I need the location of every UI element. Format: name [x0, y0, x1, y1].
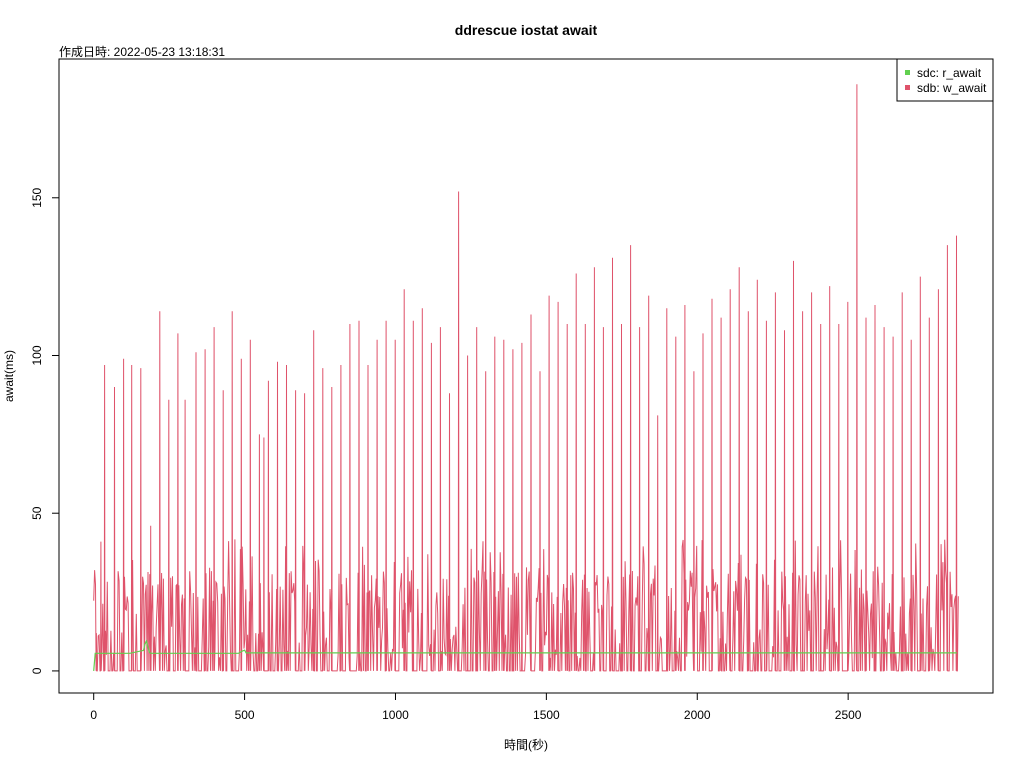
x-axis-label: 時間(秒) [504, 738, 548, 752]
y-tick-label: 100 [30, 345, 44, 365]
chart-subtitle: 作成日時: 2022-05-23 13:18:31 [59, 45, 225, 59]
x-tick-label: 1500 [533, 708, 560, 722]
series-sdc-r_await-line [93, 639, 957, 671]
x-tick-label: 1000 [382, 708, 409, 722]
legend-box [896, 58, 994, 102]
y-axis-label: await(ms) [2, 350, 16, 402]
legend-label-sdb: sdb: w_await [917, 81, 987, 95]
legend-swatch-sdb [905, 85, 910, 90]
y-tick-label: 0 [30, 667, 44, 674]
series-sdb-w_await-line [93, 84, 959, 672]
x-tick-label: 2000 [684, 708, 711, 722]
y-axis: 0 50 100 150 [30, 187, 60, 674]
legend-label-sdc: sdc: r_await [917, 66, 982, 80]
x-axis: 0 500 1000 1500 2000 2500 [90, 692, 862, 722]
x-tick-label: 2500 [835, 708, 862, 722]
legend-swatch-sdc [905, 70, 910, 75]
x-tick-label: 0 [90, 708, 97, 722]
y-tick-label: 150 [30, 187, 44, 207]
chart-title: ddrescue iostat await [455, 22, 598, 38]
x-tick-label: 500 [235, 708, 255, 722]
y-tick-label: 50 [30, 506, 44, 520]
legend: sdc: r_await sdb: w_await [896, 58, 994, 102]
